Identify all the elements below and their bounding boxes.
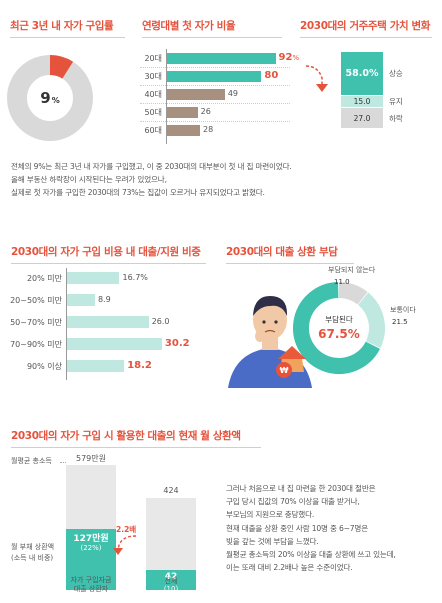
- value-change-label: 하락: [389, 114, 403, 123]
- burden-center-label: 부담된다: [325, 314, 353, 324]
- age-value-label: 49: [228, 89, 238, 98]
- value-change-segment: 27.0: [341, 108, 383, 128]
- age-category-label: 50대: [144, 108, 162, 117]
- repayment-share-label: (10): [163, 584, 179, 593]
- age-value-label: 26: [201, 107, 211, 116]
- value-change-label: 유지: [389, 97, 403, 107]
- age-row-divider: [140, 67, 290, 68]
- burden-center-value: 67.5%: [318, 327, 360, 341]
- chart6-title: 2030대의 자가 구입 시 활용한 대출의 현재 월 상환액: [11, 428, 261, 448]
- repayment-value-label: 127만원: [73, 534, 109, 545]
- donut-purchase-segment: [49, 55, 74, 79]
- age-category-label: 40대: [144, 90, 162, 99]
- share-row-label: (소득 내 비중): [11, 554, 54, 562]
- donut-center-value: 9%: [40, 89, 59, 107]
- svg-text:₩: ₩: [280, 366, 289, 375]
- value-change-segment: 15.0: [341, 95, 383, 107]
- loan-value-label: 8.9: [97, 295, 111, 304]
- age-value-number: 26: [200, 107, 211, 116]
- loan-category-label: 20% 미만: [26, 274, 62, 283]
- burden-neutral-value: 21.5: [392, 318, 408, 326]
- multiplier-label: 2.2배: [116, 525, 137, 534]
- loan-value-label: 26.0: [151, 317, 170, 326]
- age-row-divider: [140, 121, 290, 122]
- value-change-label: 상승: [389, 69, 403, 79]
- age-category-label: 60대: [144, 126, 162, 135]
- age-row-divider: [140, 85, 290, 86]
- income-value-label: 579만원: [76, 453, 106, 463]
- chart3-title: 2030대의 거주주택 가치 변화: [300, 18, 432, 38]
- burden-none-label: 부담되지 않는다: [328, 265, 376, 274]
- paragraph-1: 전체의 9%는 최근 3년 내 자가를 구입했고, 이 중 2030대의 대부분…: [11, 162, 292, 197]
- loan-category-label: 50~70% 미만: [10, 318, 62, 327]
- repayment-bar: [146, 569, 196, 590]
- income-value-label: 424: [163, 486, 179, 496]
- chart4-title: 2030대의 자가 구입 비용 내 대출/지원 비중: [11, 244, 206, 264]
- age-value-number: 92: [278, 52, 293, 63]
- age-row-divider: [140, 103, 290, 104]
- age-value-number: 80: [264, 70, 279, 81]
- income-row-label: 월평균 총소득: [11, 457, 52, 465]
- loan-bar: [67, 338, 162, 350]
- repayment-share-label: (22%): [80, 544, 102, 553]
- loan-bar: [67, 272, 120, 284]
- age-axis-line: [166, 49, 167, 144]
- loan-bar: [67, 316, 149, 328]
- loan-bar: [67, 294, 95, 306]
- age-category-label: 20대: [144, 54, 162, 63]
- age-value-unit: %: [292, 54, 300, 62]
- burden-segment: [338, 282, 368, 305]
- burden-segment: [293, 282, 380, 374]
- loan-value-label: 30.2: [164, 338, 190, 349]
- loan-category-label: 70~90% 미만: [10, 340, 62, 349]
- loan-bar: [67, 360, 125, 372]
- purchase-rate-donut: 9%: [7, 55, 93, 141]
- burden-segment: [357, 292, 385, 349]
- loan-axis-line: [66, 268, 67, 380]
- age-bar: [167, 89, 225, 100]
- burden-none-value: 11.0: [334, 278, 350, 286]
- age-value-label: 92%: [279, 52, 300, 63]
- loan-value-label: 16.7%: [122, 273, 148, 282]
- chart2-title: 연령대별 첫 자가 비율: [142, 18, 282, 38]
- loan-category-label: 20~50% 미만: [10, 296, 62, 305]
- paragraph-2: 그러나 처음으로 내 집 마련을 한 2030대 절반은 구입 당시 집값의 7…: [226, 484, 396, 573]
- repay-category-label: 자가 구입자금 대출 상환자: [70, 576, 112, 593]
- worried-person-illustration: ₩: [228, 296, 312, 388]
- age-bar: [167, 71, 262, 82]
- chart1-title: 최근 3년 내 자가 구입률: [10, 18, 125, 38]
- burden-neutral-label: 보통이다: [390, 305, 416, 314]
- age-value-number: 28: [203, 125, 214, 134]
- loan-value-label: 18.2: [127, 360, 152, 371]
- multiplier-arrow-icon: [113, 535, 137, 555]
- arrow-icon: [305, 65, 328, 92]
- loan-category-label: 90% 이상: [26, 362, 62, 371]
- age-value-label: 80: [264, 70, 278, 81]
- value-change-segment: 58.0%: [341, 52, 383, 95]
- repayment-value-label: 42: [164, 571, 178, 582]
- age-category-label: 30대: [144, 72, 162, 81]
- burden-donut: 부담된다 67.5% 부담되지 않는다 11.0 보통이다 21.5 ₩: [228, 265, 416, 388]
- age-bar: [167, 107, 198, 118]
- chart5-title: 2030대의 대출 상환 부담: [226, 244, 354, 264]
- age-bar: [167, 53, 276, 64]
- age-value-number: 49: [227, 89, 238, 98]
- repayment-bar: [66, 529, 116, 590]
- repay-category-label: 전체: [164, 577, 178, 585]
- age-bar: [167, 125, 201, 136]
- age-value-label: 28: [203, 125, 213, 134]
- repayment-row-label: 월 부채 상환액: [11, 543, 55, 551]
